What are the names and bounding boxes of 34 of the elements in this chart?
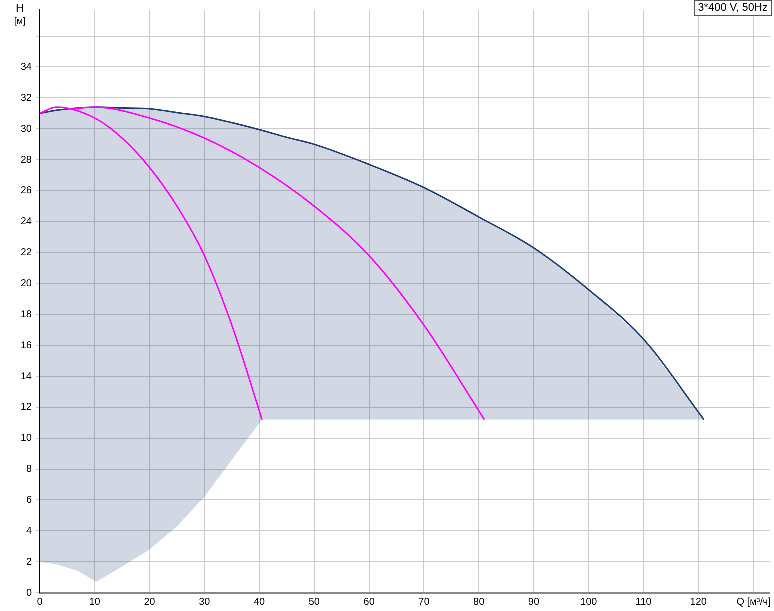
y-tick-label: 20 [20, 278, 32, 290]
y-tick-label: 18 [20, 309, 32, 320]
y-tick-label: 26 [20, 186, 32, 197]
y-tick-label: 34 [20, 62, 32, 73]
x-tick-label: 120 [690, 596, 708, 608]
x-tick-label: 80 [474, 596, 486, 608]
y-tick-label: 12 [20, 402, 32, 414]
x-tick-label: 70 [418, 596, 430, 608]
x-tick-label: 90 [528, 596, 540, 608]
y-tick-label: 14 [20, 371, 32, 382]
annotation: 3*400 V, 50Hz [694, 0, 772, 16]
y-tick-label: 24 [20, 216, 32, 228]
y-tick-label: 30 [20, 124, 32, 135]
y-axis-title: H [м] [14, 3, 26, 26]
x-tick-label: 10 [89, 596, 101, 608]
x-axis-title: Q [м³/ч] [736, 596, 772, 608]
y-tick-label: 4 [26, 526, 32, 537]
x-tick-label: 30 [199, 596, 211, 608]
x-tick-label: 20 [144, 596, 156, 608]
y-tick-label: 6 [26, 494, 32, 506]
x-tick-label: 50 [308, 596, 320, 608]
x-tick-label: 40 [254, 596, 266, 608]
x-tick-label: 0 [37, 596, 44, 608]
y-tick-label: 0 [26, 588, 32, 599]
y-tick-label: 8 [26, 464, 32, 476]
x-tick-label: 60 [364, 596, 376, 608]
x-tick-label: 100 [580, 596, 598, 608]
y-tick-label: 10 [20, 433, 32, 444]
y-tick-label: 16 [20, 340, 32, 352]
y-tick-label: 2 [26, 556, 32, 568]
y-tick-label: 22 [20, 248, 32, 259]
y-tick-label: 28 [20, 154, 32, 166]
y-tick-label: 32 [20, 92, 32, 104]
x-tick-label: 110 [636, 596, 652, 608]
